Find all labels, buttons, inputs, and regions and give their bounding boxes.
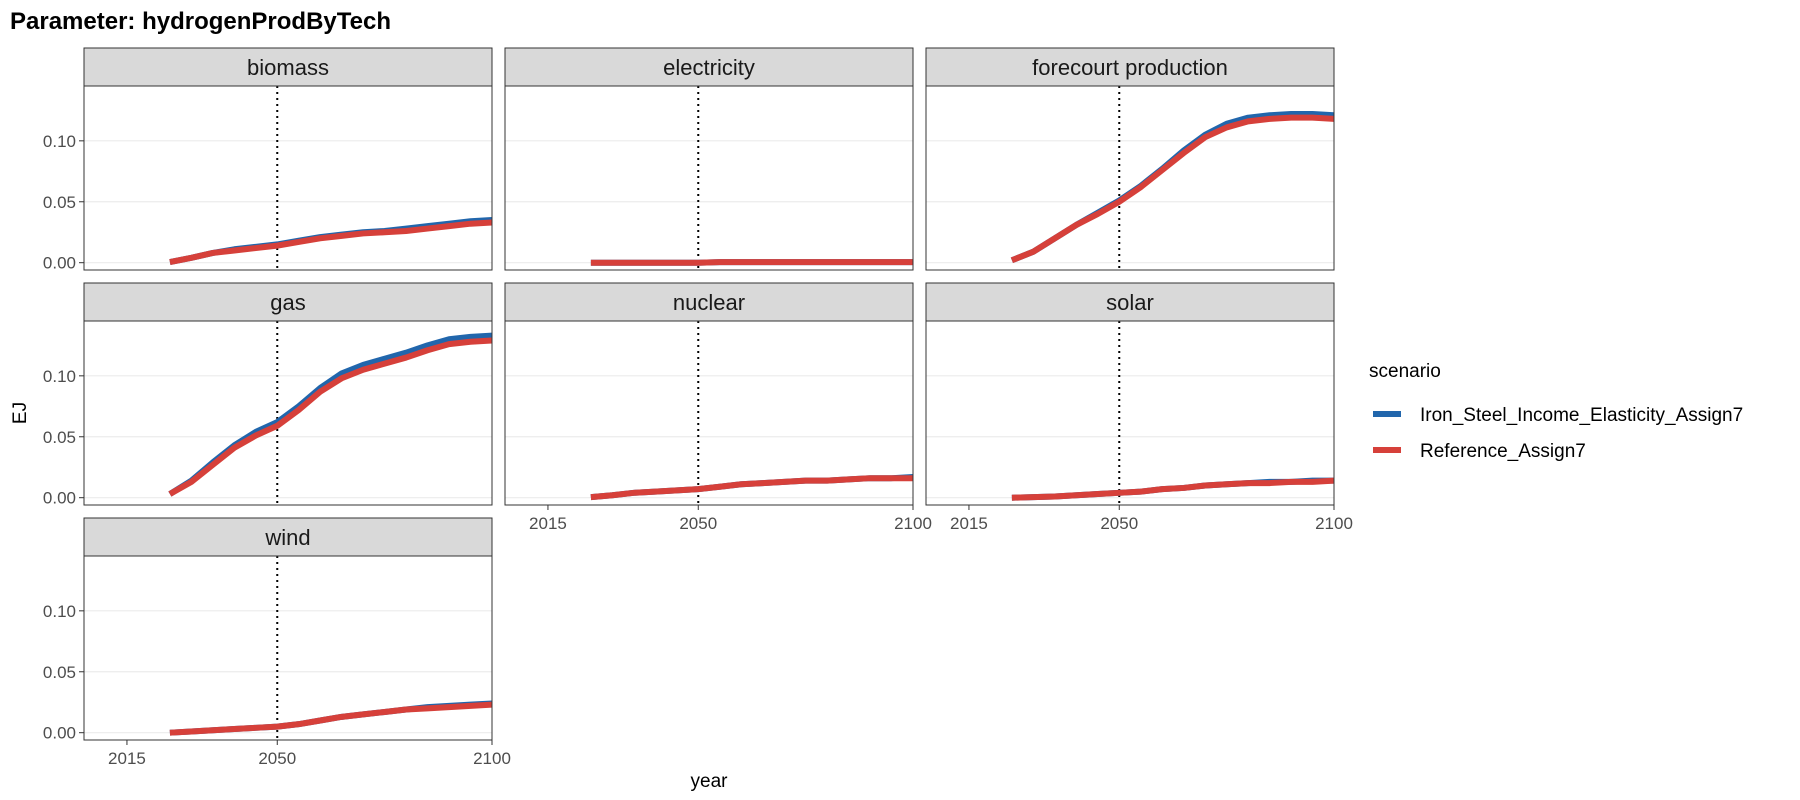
series-line-reference_assign7 [1011, 477, 1335, 501]
facet-strip [925, 47, 1335, 87]
facet-strip [83, 517, 493, 557]
x-tick-label: 2015 [108, 749, 146, 768]
x-tick-label: 2100 [473, 749, 511, 768]
y-tick-label: 0.10 [43, 602, 76, 621]
x-tick-label: 2100 [1315, 514, 1353, 533]
legend-entry-iron_steel_income_elasticity_assign7: Iron_Steel_Income_Elasticity_Assign7 [1373, 405, 1743, 426]
facet-panels: biomass 0.00 0.05 0.10 electricity forecourt … [43, 47, 1353, 768]
facet-panel-border [83, 85, 493, 271]
facet-wind: wind 0.00 0.05 0.10 2015 2050 2100 [43, 517, 511, 768]
series-line-reference_assign7 [169, 219, 493, 266]
facet-panel-background [84, 86, 492, 270]
legend-entries: Iron_Steel_Income_Elasticity_Assign7 Refe… [1373, 405, 1743, 462]
facet-panel-background [926, 321, 1334, 505]
y-tick-label: 0.00 [43, 724, 76, 743]
legend-label: Iron_Steel_Income_Elasticity_Assign7 [1420, 405, 1743, 426]
y-tick-label: 0.05 [43, 193, 76, 212]
facet-panel-border [925, 85, 1335, 271]
facet-nuclear: nuclear 2015 2050 2100 [504, 282, 932, 533]
facet-biomass: biomass 0.00 0.05 0.10 [43, 47, 493, 273]
series-line-reference_assign7 [590, 475, 913, 501]
facet-strip-label: wind [264, 525, 310, 550]
facet-panel-border [83, 320, 493, 506]
facet-electricity: electricity [504, 47, 914, 271]
facet-strip-label: forecourt production [1032, 55, 1228, 80]
x-tick-label: 2100 [894, 514, 932, 533]
facet-solar: solar 2015 2050 2100 [925, 282, 1353, 533]
facet-panel-border [925, 320, 1335, 506]
y-axis-title: EJ [10, 402, 31, 424]
series-line-reference_assign7 [169, 701, 493, 736]
facet-strip-label: biomass [247, 55, 329, 80]
x-tick-label: 2050 [1100, 514, 1138, 533]
x-tick-label: 2050 [258, 749, 296, 768]
legend-label: Reference_Assign7 [1420, 441, 1586, 462]
x-tick-label: 2015 [950, 514, 988, 533]
facet-strip-label: gas [270, 290, 305, 315]
facet-panel-background [84, 556, 492, 740]
facet-gas: gas 0.00 0.05 0.10 [43, 282, 493, 508]
facet-panel-border [504, 85, 914, 271]
facet-panel-background [505, 86, 913, 270]
x-tick-label: 2050 [679, 514, 717, 533]
y-tick-label: 0.05 [43, 428, 76, 447]
y-tick-label: 0.00 [43, 254, 76, 273]
series-line-reference_assign7 [590, 259, 913, 266]
facet-panel-background [505, 321, 913, 505]
series-line-reference_assign7 [1010, 114, 1335, 264]
facet-strip [83, 47, 493, 87]
x-axis-title: year [691, 771, 729, 792]
y-tick-label: 0.00 [43, 489, 76, 508]
legend-entry-reference_assign7: Reference_Assign7 [1373, 441, 1586, 462]
y-tick-label: 0.10 [43, 367, 76, 386]
legend: scenario Iron_Steel_Income_Elasticity_As… [1369, 361, 1743, 462]
facet-strip [504, 282, 914, 322]
facet-panel-border [504, 320, 914, 506]
facet-strip-label: nuclear [673, 290, 745, 315]
series-line-reference_assign7 [168, 337, 493, 497]
facet-strip [925, 282, 1335, 322]
x-tick-label: 2015 [529, 514, 567, 533]
facet-forecourt-production: forecourt production [925, 47, 1335, 271]
y-tick-label: 0.05 [43, 663, 76, 682]
chart-title: Parameter: hydrogenProdByTech [10, 8, 391, 35]
y-tick-label: 0.10 [43, 132, 76, 151]
facet-strip-label: electricity [663, 55, 755, 80]
legend-title: scenario [1369, 361, 1441, 382]
facet-strip [83, 282, 493, 322]
facet-strip-label: solar [1106, 290, 1154, 315]
facet-panel-border [83, 555, 493, 741]
